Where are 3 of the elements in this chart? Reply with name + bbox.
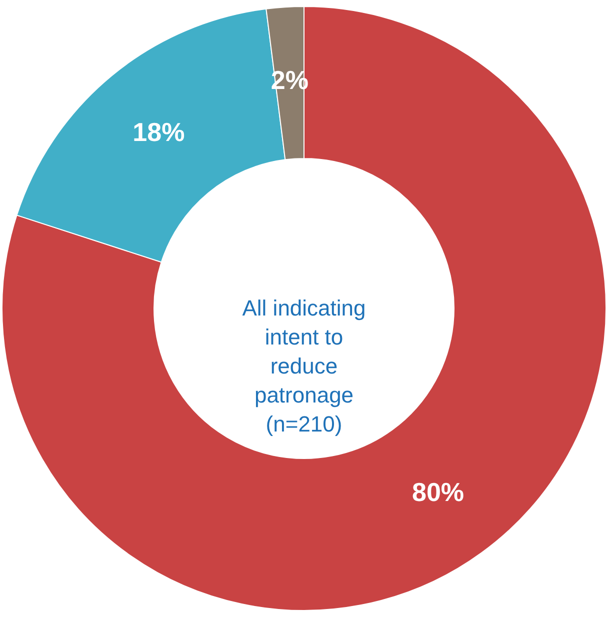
- data-label: 80%: [412, 476, 464, 507]
- data-label: 18%: [132, 116, 185, 147]
- text: All indicating intent to reduce patronage (n=210): [242, 296, 366, 436]
